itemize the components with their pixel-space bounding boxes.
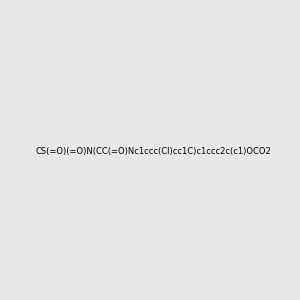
Text: CS(=O)(=O)N(CC(=O)Nc1ccc(Cl)cc1C)c1ccc2c(c1)OCO2: CS(=O)(=O)N(CC(=O)Nc1ccc(Cl)cc1C)c1ccc2c… xyxy=(36,147,272,156)
